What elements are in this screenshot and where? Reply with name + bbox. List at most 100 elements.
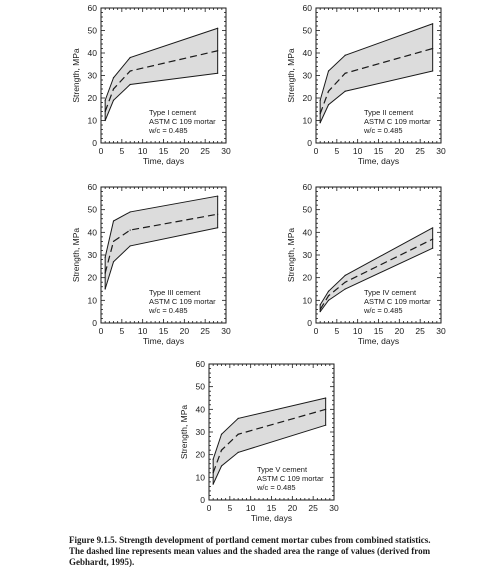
- y-axis-title: Strength, MPa: [286, 48, 296, 103]
- max-line: [319, 23, 433, 101]
- max-point: [325, 397, 327, 399]
- x-tick-label: 15: [267, 503, 277, 513]
- max-point: [327, 70, 330, 72]
- max-line: [319, 227, 433, 306]
- x-tick-label: 5: [227, 503, 232, 513]
- y-tick-label: 40: [196, 404, 206, 414]
- caption-line-2: The dashed line represents mean values a…: [69, 546, 431, 556]
- y-tick-label: 30: [88, 250, 98, 260]
- chart-panel-1: 0 10 20 30 40 50 60 0 5 10 15 20 25 30 Time, days Stren…: [71, 3, 231, 166]
- x-axis-title: Time, days: [143, 156, 184, 166]
- min-point: [344, 288, 346, 290]
- annotation-line: Type III cement: [149, 288, 201, 297]
- y-tick-label: 0: [307, 138, 312, 148]
- y-tick-label: 0: [200, 495, 205, 505]
- x-tick-label: 0: [314, 326, 319, 336]
- y-tick-label: 20: [303, 93, 313, 103]
- x-tick-label: 30: [436, 146, 446, 156]
- max-point: [112, 77, 115, 79]
- min-line: [104, 72, 218, 121]
- y-tick-label: 60: [303, 182, 313, 192]
- mean-point: [104, 110, 106, 113]
- x-tick-label: 0: [314, 146, 319, 156]
- mean-point: [129, 229, 131, 231]
- mean-point: [129, 70, 131, 72]
- mean-point: [112, 88, 115, 90]
- annotation-line: w/c = 0.485: [363, 126, 403, 135]
- x-tick-label: 0: [99, 146, 104, 156]
- min-point: [344, 90, 346, 92]
- max-line: [104, 27, 218, 101]
- mean-point: [327, 90, 330, 92]
- max-line: [104, 195, 218, 258]
- max-point: [217, 195, 219, 197]
- chart-panel-2: 0 10 20 30 40 50 60 0 5 10 15 20 25 30 Time, days Stren…: [286, 3, 446, 166]
- min-point: [432, 70, 434, 72]
- x-tick-label: 5: [334, 146, 339, 156]
- y-tick-label: 0: [92, 138, 97, 148]
- y-axis-title: Strength, MPa: [286, 228, 296, 283]
- min-line: [319, 70, 433, 123]
- range-band: [320, 23, 433, 123]
- x-tick-label: 10: [353, 326, 363, 336]
- mean-line: [212, 408, 326, 474]
- mean-point: [112, 240, 115, 242]
- max-point: [129, 211, 131, 213]
- min-line: [104, 227, 218, 290]
- min-point: [327, 104, 330, 106]
- x-tick-label: 5: [119, 146, 124, 156]
- y-tick-label: 60: [88, 182, 98, 192]
- annotation-line: Type II cement: [364, 108, 414, 117]
- annotation-line: w/c = 0.485: [256, 483, 296, 492]
- min-point: [104, 288, 106, 290]
- annotation-line: Type IV cement: [364, 288, 417, 297]
- caption-line-1: Figure 9.1.5. Strength development of po…: [69, 535, 431, 545]
- max-point: [217, 27, 219, 29]
- x-tick-label: 5: [119, 326, 124, 336]
- y-tick-label: 50: [88, 26, 98, 36]
- min-point: [112, 99, 115, 101]
- y-tick-label: 60: [303, 3, 313, 13]
- y-tick-label: 40: [88, 227, 98, 237]
- y-tick-label: 10: [303, 295, 313, 305]
- y-tick-label: 50: [196, 382, 206, 392]
- x-tick-label: 20: [395, 326, 405, 336]
- x-tick-label: 20: [180, 146, 190, 156]
- annotation-line: ASTM C 109 mortar: [257, 474, 324, 483]
- x-tick-label: 30: [329, 503, 339, 513]
- max-point: [129, 56, 131, 59]
- y-tick-label: 20: [88, 93, 98, 103]
- min-line: [212, 424, 326, 485]
- figure-caption: Figure 9.1.5. Strength development of po…: [69, 535, 469, 568]
- max-point: [432, 227, 434, 229]
- y-tick-label: 20: [303, 273, 313, 283]
- y-tick-label: 10: [88, 116, 98, 126]
- min-point: [112, 261, 115, 263]
- x-tick-label: 0: [207, 503, 212, 513]
- caption-line-3: Gebhardt, 1995).: [69, 557, 135, 567]
- x-tick-label: 10: [138, 146, 148, 156]
- min-point: [327, 299, 330, 301]
- y-tick-label: 30: [196, 427, 206, 437]
- max-point: [212, 458, 214, 460]
- max-point: [220, 433, 223, 435]
- y-tick-label: 20: [88, 273, 98, 283]
- min-point: [129, 245, 131, 247]
- x-axis-title: Time, days: [358, 156, 399, 166]
- y-tick-label: 20: [196, 450, 206, 460]
- min-point: [129, 83, 131, 86]
- mean-point: [319, 308, 321, 310]
- annotation-line: w/c = 0.485: [363, 306, 403, 315]
- y-tick-label: 0: [92, 318, 97, 328]
- min-point: [217, 72, 219, 74]
- max-point: [344, 54, 346, 56]
- x-axis-title: Time, days: [358, 336, 399, 346]
- chart-panel-4: 0 10 20 30 40 50 60 0 5 10 15 20 25 30 Time, days Stren…: [286, 182, 446, 346]
- x-tick-label: 25: [415, 326, 425, 336]
- min-point: [220, 465, 223, 467]
- y-axis-title: Strength, MPa: [179, 405, 189, 460]
- mean-point: [220, 449, 223, 451]
- min-line: [319, 247, 433, 312]
- x-tick-label: 30: [221, 326, 231, 336]
